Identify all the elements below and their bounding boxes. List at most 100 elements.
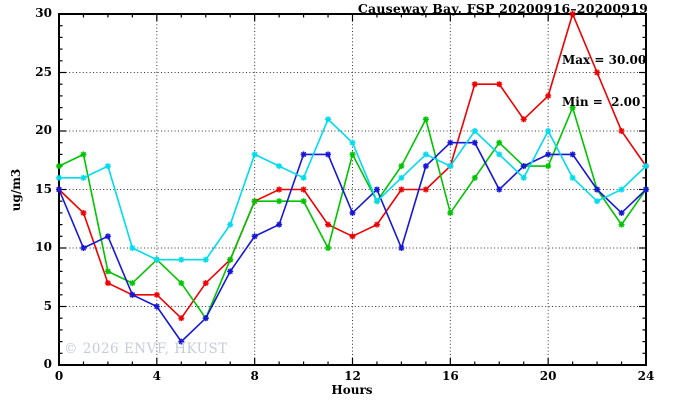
marker-day-3-blue <box>594 186 601 193</box>
marker-day-4-cyan <box>545 128 552 134</box>
marker-day-1-red <box>373 221 380 228</box>
marker-day-3-blue <box>153 303 160 310</box>
marker-day-3-blue <box>56 186 62 193</box>
legend-max-label: Max = 30.00 <box>562 53 647 67</box>
marker-day-1-red <box>471 81 478 88</box>
marker-day-1-red <box>569 11 576 17</box>
marker-day-1-red <box>618 128 625 134</box>
marker-day-3-blue <box>422 163 429 170</box>
marker-day-1-red <box>520 116 527 123</box>
marker-day-2-green <box>276 198 283 205</box>
marker-day-4-cyan <box>227 221 234 228</box>
marker-day-3-blue <box>325 151 332 158</box>
marker-day-1-red <box>80 209 87 216</box>
marker-day-4-cyan <box>496 151 503 158</box>
marker-day-4-cyan <box>276 163 283 170</box>
marker-day-4-cyan <box>153 256 160 263</box>
marker-day-1-red <box>545 92 552 99</box>
marker-day-3-blue <box>373 186 380 193</box>
marker-day-4-cyan <box>251 151 258 158</box>
marker-day-2-green <box>545 163 552 170</box>
marker-day-4-cyan <box>373 198 380 205</box>
marker-day-3-blue <box>471 139 478 146</box>
marker-day-2-green <box>569 104 576 111</box>
marker-day-3-blue <box>349 209 356 216</box>
y-tick-label: 30 <box>35 6 52 20</box>
marker-day-4-cyan <box>80 174 87 181</box>
marker-day-3-blue <box>227 268 234 275</box>
marker-day-3-blue <box>569 151 576 158</box>
marker-day-1-red <box>153 291 160 298</box>
marker-day-4-cyan <box>618 186 625 193</box>
y-tick-label: 15 <box>35 181 52 196</box>
marker-day-2-green <box>618 221 625 228</box>
x-axis-label: Hours <box>331 383 373 397</box>
marker-day-4-cyan <box>471 128 478 134</box>
marker-day-2-green <box>349 151 356 158</box>
marker-day-4-cyan <box>594 198 601 205</box>
marker-day-2-green <box>251 198 258 205</box>
marker-day-1-red <box>496 81 503 88</box>
marker-day-3-blue <box>276 221 283 228</box>
marker-day-1-red <box>398 186 405 193</box>
marker-day-2-green <box>496 139 503 146</box>
marker-day-1-red <box>276 186 283 193</box>
chart-title: Causeway Bay, FSP 20200916–20200919 <box>357 1 648 16</box>
marker-day-4-cyan <box>129 245 136 251</box>
marker-day-2-green <box>325 245 332 251</box>
marker-day-1-red <box>104 280 111 287</box>
marker-day-4-cyan <box>398 174 405 181</box>
marker-day-1-red <box>325 221 332 228</box>
minmax-legend: Max = 30.00 Min = 2.00 <box>562 25 646 137</box>
marker-day-4-cyan <box>569 174 576 181</box>
marker-day-2-green <box>398 163 405 170</box>
y-tick-label: 20 <box>35 123 52 137</box>
marker-day-3-blue <box>398 245 405 251</box>
marker-day-4-cyan <box>349 139 356 146</box>
y-tick-label: 25 <box>35 64 52 79</box>
marker-day-3-blue <box>643 186 649 193</box>
marker-day-4-cyan <box>300 174 307 181</box>
marker-day-1-red <box>202 280 209 287</box>
marker-day-2-green <box>129 280 136 287</box>
marker-day-4-cyan <box>422 151 429 158</box>
marker-day-3-blue <box>178 338 185 345</box>
plot-border <box>58 13 647 366</box>
marker-day-2-green <box>422 116 429 123</box>
marker-day-3-blue <box>447 139 454 146</box>
y-tick-label: 10 <box>35 240 52 254</box>
x-tick-label: 12 <box>344 369 361 383</box>
marker-day-2-green <box>56 163 62 170</box>
marker-day-3-blue <box>496 186 503 193</box>
x-tick-label: 16 <box>441 369 459 383</box>
marker-day-2-green <box>178 280 185 287</box>
x-tick-label: 8 <box>250 369 259 383</box>
marker-day-2-green <box>104 268 111 275</box>
marker-day-1-red <box>594 69 601 76</box>
marker-day-4-cyan <box>643 163 649 170</box>
marker-day-2-green <box>447 209 454 216</box>
marker-day-4-cyan <box>325 116 332 123</box>
marker-day-1-red <box>178 315 185 322</box>
marker-day-1-red <box>300 186 307 193</box>
y-tick-label: 5 <box>43 298 52 313</box>
marker-day-2-green <box>471 174 478 181</box>
marker-day-2-green <box>80 151 87 158</box>
marker-day-3-blue <box>104 233 111 240</box>
marker-day-4-cyan <box>520 174 527 181</box>
marker-day-4-cyan <box>104 163 111 170</box>
marker-day-3-blue <box>80 245 87 251</box>
marker-day-3-blue <box>129 291 136 298</box>
marker-day-2-green <box>227 256 234 263</box>
marker-day-3-blue <box>545 151 552 158</box>
x-tick-label: 4 <box>152 369 161 383</box>
marker-day-4-cyan <box>56 174 62 181</box>
marker-day-4-cyan <box>178 256 185 263</box>
x-tick-label: 0 <box>54 369 64 383</box>
marker-day-2-green <box>300 198 307 205</box>
marker-day-3-blue <box>202 315 209 322</box>
watermark: © 2026 ENVF, HKUST <box>64 341 228 357</box>
marker-day-1-red <box>349 233 356 240</box>
